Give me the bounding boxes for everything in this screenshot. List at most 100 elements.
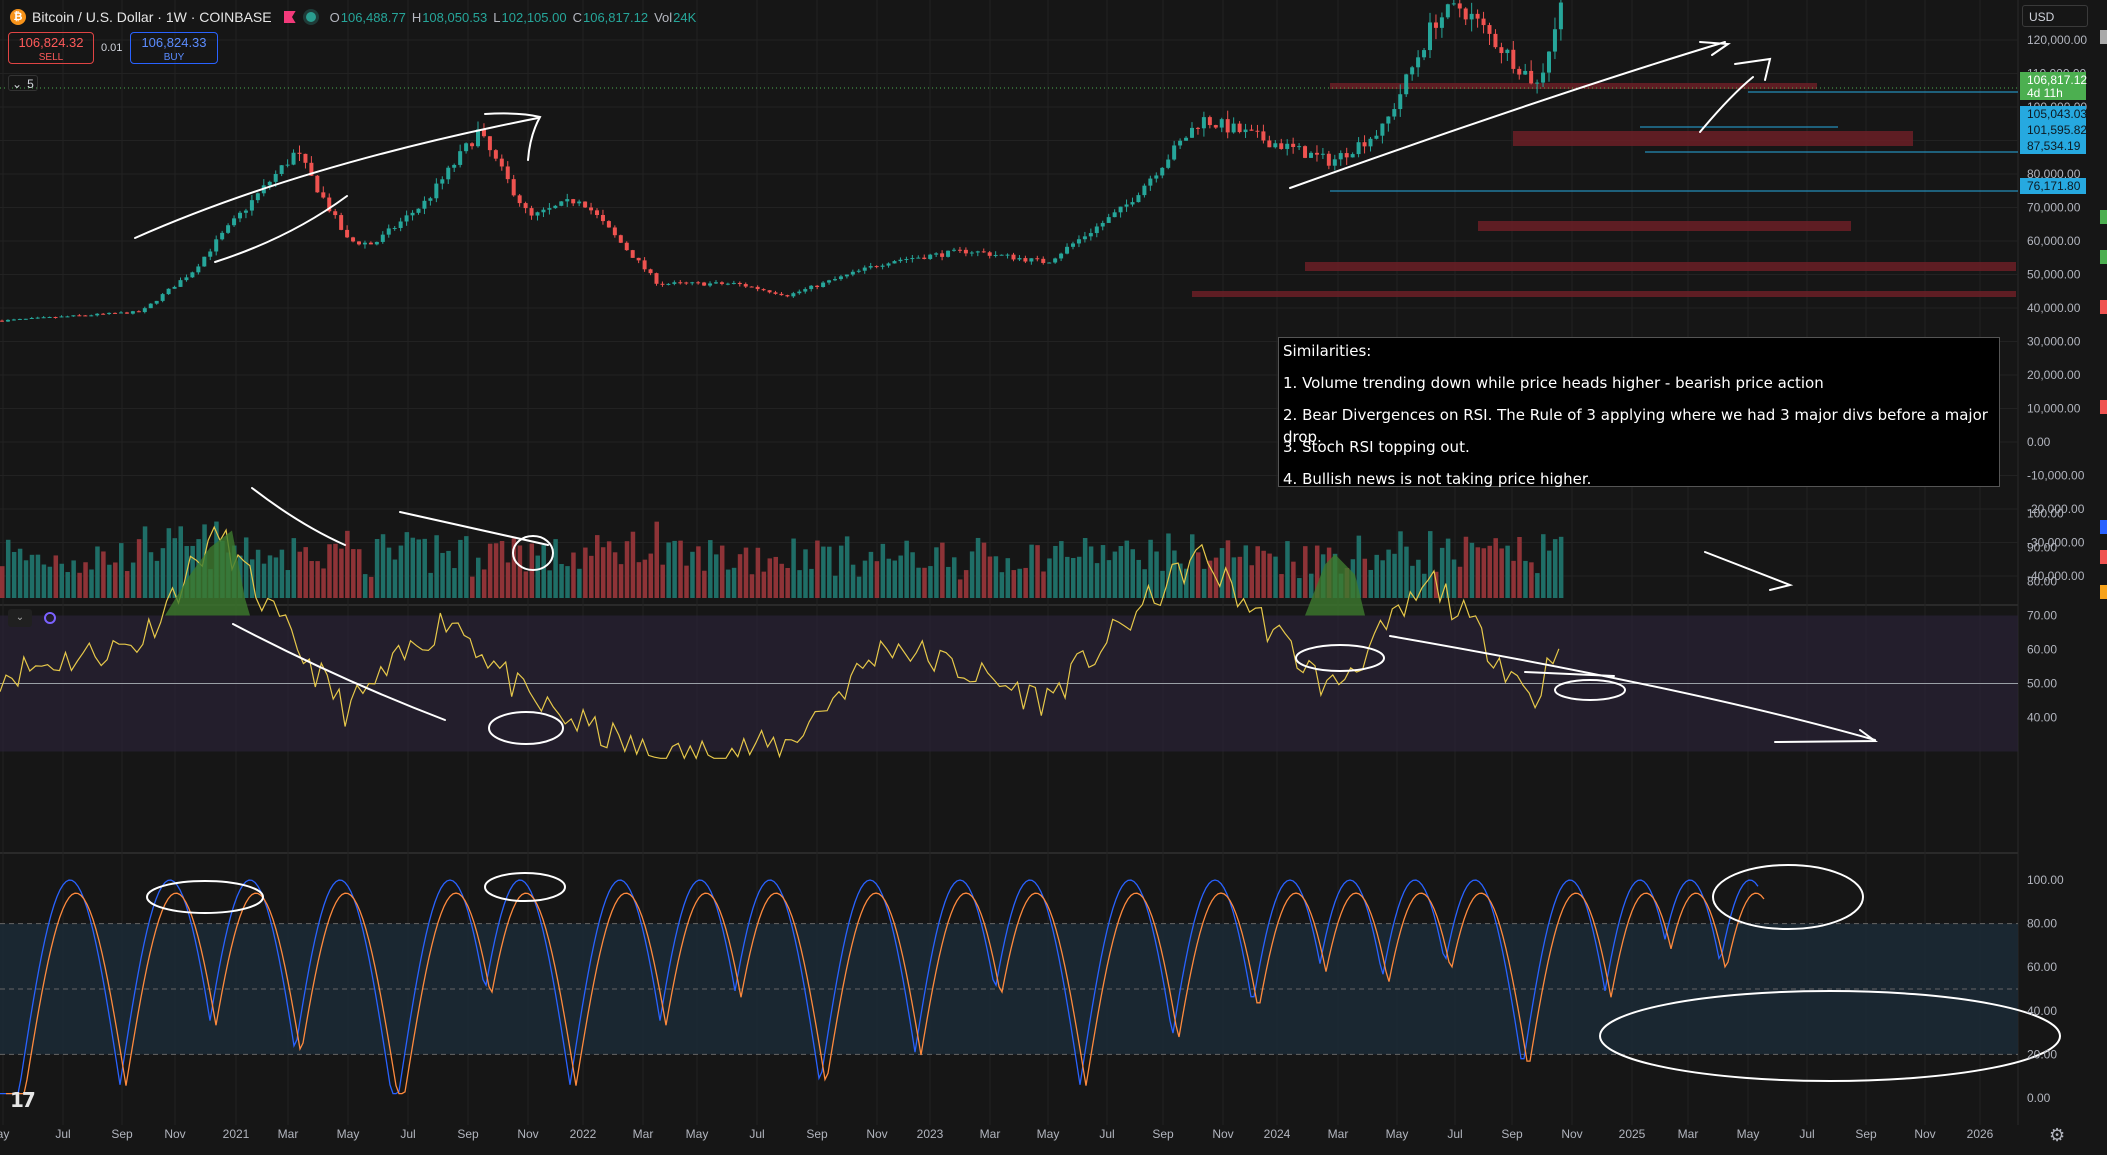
time-axis-label: Nov bbox=[1561, 1127, 1582, 1141]
candle bbox=[160, 293, 165, 303]
volume-bar bbox=[333, 543, 338, 598]
candle-body bbox=[1392, 109, 1397, 117]
candle-body bbox=[11, 319, 16, 321]
pane-collapse-button[interactable]: ⌄ bbox=[8, 609, 32, 627]
volume-bar bbox=[1005, 558, 1011, 598]
volume-bar bbox=[1410, 565, 1415, 598]
candle bbox=[940, 250, 945, 261]
volume-bar bbox=[630, 531, 636, 598]
price-axis-label: 0.00 bbox=[2027, 435, 2051, 449]
candle-body bbox=[642, 260, 647, 270]
candle bbox=[1261, 124, 1266, 144]
volume-bar bbox=[1207, 560, 1213, 598]
volume-bar bbox=[1118, 546, 1124, 598]
candle bbox=[351, 236, 356, 243]
candle bbox=[975, 250, 980, 257]
flag-icon[interactable] bbox=[283, 11, 296, 23]
buy-button[interactable]: 106,824.33 BUY bbox=[130, 32, 218, 64]
symbol-title[interactable]: Bitcoin / U.S. Dollar · 1W · COINBASE bbox=[32, 9, 272, 25]
candle-body bbox=[1475, 13, 1480, 19]
volume-bar bbox=[458, 539, 463, 598]
candle bbox=[416, 208, 421, 215]
candle-body bbox=[1118, 206, 1123, 213]
time-axis-label: 2022 bbox=[570, 1127, 597, 1141]
candle-body bbox=[113, 312, 118, 314]
candle-body bbox=[1082, 236, 1087, 240]
candle-body bbox=[731, 282, 736, 284]
currency-select[interactable]: USD bbox=[2022, 5, 2088, 27]
volume-bar bbox=[856, 576, 862, 598]
candle bbox=[1207, 115, 1212, 129]
candle-body bbox=[1011, 254, 1016, 260]
candle bbox=[1529, 60, 1534, 85]
indicator-icon[interactable] bbox=[44, 612, 56, 624]
candle bbox=[464, 142, 469, 154]
time-axis-label: 2025 bbox=[1619, 1127, 1646, 1141]
candle-body bbox=[1433, 22, 1438, 28]
candle-body bbox=[380, 234, 385, 242]
candle bbox=[196, 263, 201, 275]
candle-body bbox=[196, 266, 201, 273]
gear-icon[interactable]: ⚙ bbox=[2049, 1125, 2066, 1145]
volume-bar bbox=[737, 554, 743, 598]
candle-body bbox=[844, 274, 849, 277]
candle bbox=[136, 310, 141, 313]
volume-bar bbox=[731, 567, 737, 598]
candle-body bbox=[41, 317, 46, 319]
candle-body bbox=[1124, 204, 1129, 207]
volume-bar bbox=[981, 542, 987, 598]
volume-bar bbox=[892, 560, 897, 598]
volume-bar bbox=[821, 546, 826, 598]
candle-body bbox=[154, 300, 159, 304]
candle-body bbox=[648, 269, 653, 274]
volume-bar bbox=[1541, 534, 1546, 598]
volume-bar bbox=[684, 565, 689, 598]
candle-body bbox=[541, 209, 546, 213]
volume-bar bbox=[1463, 536, 1469, 598]
annotation-stroke bbox=[399, 511, 549, 546]
candle-body bbox=[1201, 117, 1206, 129]
alert-marker bbox=[2100, 210, 2107, 224]
candle bbox=[815, 284, 820, 290]
candle bbox=[1106, 213, 1111, 223]
volume-bar bbox=[541, 545, 546, 598]
volume-bar bbox=[178, 526, 183, 598]
candle bbox=[969, 250, 974, 257]
candle-body bbox=[303, 153, 308, 163]
volume-bar bbox=[957, 579, 963, 598]
volume-bar bbox=[1493, 538, 1498, 598]
sell-button[interactable]: 106,824.32 SELL bbox=[8, 32, 94, 64]
price-tag-countdown: 4d 11h bbox=[2027, 86, 2063, 100]
volume-bar bbox=[83, 562, 88, 598]
candle bbox=[1392, 103, 1397, 120]
note-item-2: 2. Bear Divergences on RSI. The Rule of … bbox=[1283, 406, 1988, 446]
volume-bar bbox=[65, 572, 70, 598]
price-tag bbox=[2020, 138, 2086, 154]
rsi-axis: 100.00 90.00 80.00 70.00 60.00 50.00 40.00 bbox=[2027, 507, 2064, 725]
candle bbox=[458, 144, 463, 168]
volume-bar bbox=[844, 536, 850, 598]
candle-body bbox=[922, 257, 927, 259]
similarities-note[interactable]: Similarities: 1. Volume trending down wh… bbox=[1278, 337, 2000, 488]
candle-body bbox=[481, 129, 486, 137]
candle-body bbox=[107, 312, 112, 314]
volume-bar bbox=[648, 553, 654, 598]
candle bbox=[737, 281, 742, 287]
stoch-axis-label: 40.00 bbox=[2027, 1004, 2057, 1018]
candle bbox=[166, 288, 171, 295]
candle-body bbox=[862, 267, 867, 271]
tradingview-logo-icon[interactable]: 17 bbox=[10, 1088, 36, 1112]
volume-bar bbox=[386, 547, 392, 598]
volume-bar bbox=[1053, 545, 1058, 598]
annotation-stroke bbox=[1289, 41, 1726, 189]
candle-body bbox=[101, 313, 106, 315]
candle-body bbox=[35, 317, 40, 319]
time-axis-label: Mar bbox=[633, 1127, 654, 1141]
candle bbox=[1517, 66, 1522, 80]
indicator-count-toggle[interactable]: ⌄ 5 bbox=[8, 75, 38, 91]
chevron-down-icon: ⌄ bbox=[12, 77, 23, 91]
volume-bar bbox=[660, 564, 665, 598]
volume-bar bbox=[523, 571, 529, 598]
candle bbox=[1148, 175, 1153, 191]
